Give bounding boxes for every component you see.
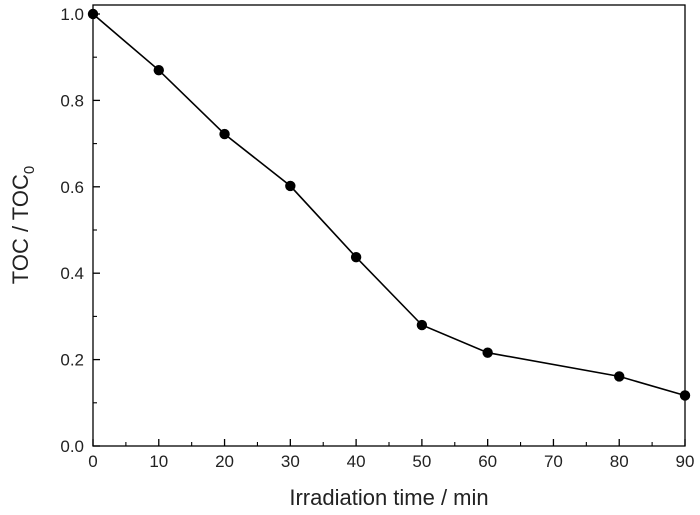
x-tick-label: 60 xyxy=(478,452,497,471)
y-tick-label: 0.4 xyxy=(60,264,84,283)
x-axis-title: Irradiation time / min xyxy=(289,485,488,510)
y-axis-ticks: 0.0 0.2 0.4 0.6 0.8 1.0 xyxy=(60,5,100,456)
y-tick-label: 0.2 xyxy=(60,351,84,370)
data-point xyxy=(482,347,493,358)
x-tick-label: 10 xyxy=(149,452,168,471)
data-point xyxy=(285,180,296,192)
x-tick-label: 90 xyxy=(676,452,695,471)
x-tick-label: 80 xyxy=(610,452,629,471)
x-tick-label: 70 xyxy=(544,452,563,471)
data-point xyxy=(679,390,691,401)
y-tick-label: 0.0 xyxy=(60,437,84,456)
data-point xyxy=(87,8,99,20)
y-tick-label: 0.6 xyxy=(60,178,84,197)
data-point xyxy=(614,371,625,382)
y-tick-label: 0.8 xyxy=(60,91,84,110)
x-axis-ticks: 0 10 20 30 40 50 60 70 80 90 xyxy=(88,439,694,471)
data-point xyxy=(416,319,428,331)
data-point xyxy=(219,128,230,140)
x-tick-label: 20 xyxy=(215,452,234,471)
x-tick-label: 50 xyxy=(412,452,431,471)
y-axis-title-main: TOC / TOC xyxy=(8,174,33,284)
y-tick-label: 1.0 xyxy=(60,5,84,24)
data-points xyxy=(87,8,691,401)
x-tick-label: 30 xyxy=(281,452,300,471)
data-point xyxy=(350,252,362,263)
series-line xyxy=(92,13,686,397)
x-tick-label: 0 xyxy=(88,452,97,471)
data-point xyxy=(153,64,164,76)
x-tick-label: 40 xyxy=(347,452,366,471)
plot-frame xyxy=(92,4,686,447)
y-axis-title: TOC / TOC0 xyxy=(8,166,38,284)
y-axis-title-subscript: 0 xyxy=(21,166,38,174)
